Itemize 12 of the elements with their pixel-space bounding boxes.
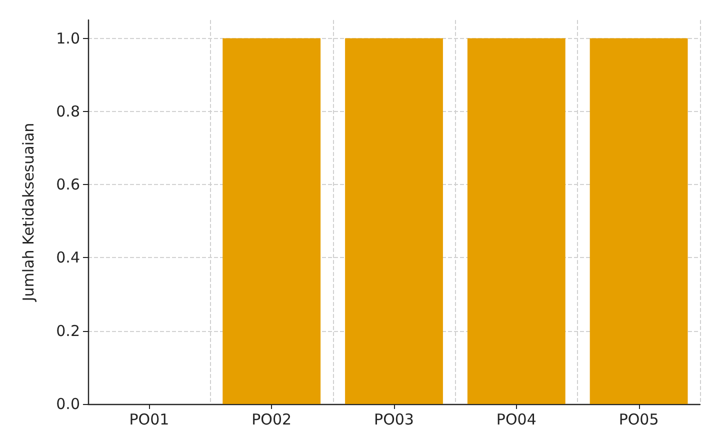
y-axis-title: Jumlah Ketidaksesuaian [20,122,38,302]
y-tick-label: 1.0 [56,29,80,48]
x-tick-label: PO05 [618,410,659,428]
x-tick-label: PO03 [374,410,414,428]
x-tick-label: PO04 [496,410,536,428]
y-tick-label: 0.8 [56,102,80,120]
y-tick-label: 0.4 [56,248,80,267]
y-tick-label: 0.6 [56,176,80,194]
y-tick-label: 0.2 [56,322,80,340]
x-tick-label: PO02 [252,410,292,428]
y-tick-label: 0.0 [56,395,80,413]
x-tick-label: PO01 [129,410,170,428]
